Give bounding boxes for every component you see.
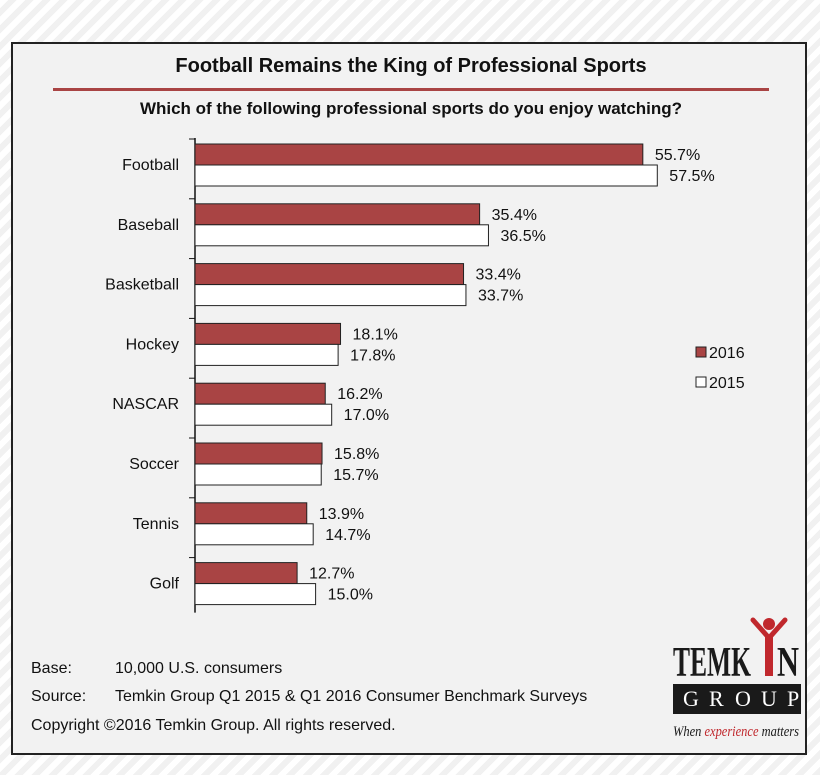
logo-person-icon — [750, 617, 788, 676]
data-label-2015: 57.5% — [669, 168, 714, 185]
copyright-note: Copyright ©2016 Temkin Group. All rights… — [31, 717, 396, 734]
legend-label-2016: 2016 — [709, 345, 745, 362]
bar-2015 — [194, 164, 658, 187]
category-label: Soccer — [129, 456, 179, 473]
chart-frame: Football Remains the King of Professiona… — [11, 42, 807, 755]
data-label-2015: 36.5% — [500, 228, 545, 245]
data-label-2015: 14.7% — [325, 527, 370, 544]
logo-group-band — [673, 684, 801, 714]
base-key: Base: — [31, 660, 72, 677]
bar-2016 — [194, 442, 323, 465]
category-label: Tennis — [133, 516, 179, 533]
logo-tagline-matters: matters — [758, 724, 799, 740]
data-label-2016: 13.9% — [319, 506, 364, 523]
bar-2016 — [194, 382, 326, 405]
bar-2015 — [194, 583, 317, 606]
bar-2016 — [194, 143, 644, 166]
logo-word-n: N — [777, 640, 799, 686]
bar-2016 — [194, 322, 342, 345]
source-key: Source: — [31, 688, 87, 705]
logo-tagline: When experience matters — [673, 724, 799, 740]
bar-2016 — [194, 502, 308, 525]
data-label-2016: 18.1% — [353, 326, 398, 343]
bar-2015 — [194, 224, 489, 247]
legend-label-2015: 2015 — [709, 375, 745, 392]
data-label-2015: 15.0% — [328, 587, 373, 604]
data-label-2016: 35.4% — [492, 207, 537, 224]
category-label: Football — [122, 157, 179, 174]
title-rule — [53, 88, 769, 91]
category-label: NASCAR — [112, 396, 179, 413]
logo-word-temk: TEMK — [673, 640, 751, 686]
bar-2016 — [194, 562, 298, 585]
bar-2015 — [194, 284, 467, 307]
category-label: Golf — [150, 576, 180, 593]
logo-group-letter: O — [735, 686, 751, 711]
data-label-2015: 17.0% — [344, 407, 389, 424]
logo-tagline-when: When — [673, 724, 705, 740]
source-note: Source: Temkin Group Q1 2015 & Q1 2016 Co… — [31, 688, 587, 706]
bar-2015 — [194, 523, 314, 546]
data-label-2015: 33.7% — [478, 288, 523, 305]
category-label: Hockey — [126, 336, 179, 353]
logo-tagline-experience: experience — [705, 724, 759, 740]
data-label-2016: 16.2% — [337, 386, 382, 403]
data-label-2015: 15.7% — [333, 467, 378, 484]
bar-chart: Football 55.7% 57.5% Baseball 35.4% 36.5% Bask… — [105, 138, 745, 613]
bar-2016 — [194, 263, 465, 286]
bar-2016 — [194, 203, 481, 226]
data-label-2016: 55.7% — [655, 147, 700, 164]
legend-swatch-2015 — [695, 376, 707, 388]
bar-2015 — [194, 343, 339, 366]
category-label: Baseball — [118, 217, 179, 234]
data-label-2016: 15.8% — [334, 446, 379, 463]
data-label-2016: 33.4% — [476, 267, 521, 284]
logo-group-letter: G — [683, 686, 699, 711]
category-label: Basketball — [105, 277, 179, 294]
source-value: Temkin Group Q1 2015 & Q1 2016 Consumer … — [115, 688, 588, 705]
chart-subtitle: Which of the following professional spor… — [139, 99, 683, 118]
logo-group-letter: R — [709, 686, 724, 711]
logo-group-letter: U — [761, 686, 777, 711]
base-value: 10,000 U.S. consumers — [115, 660, 283, 677]
logo-group-letter: P — [787, 686, 799, 711]
base-note: Base: 10,000 U.S. consumers — [31, 660, 282, 678]
chart-title: Football Remains the King of Professiona… — [175, 55, 647, 77]
bar-2015 — [194, 403, 333, 426]
bar-2015 — [194, 463, 322, 486]
data-label-2016: 12.7% — [309, 566, 354, 583]
data-label-2015: 17.8% — [350, 347, 395, 364]
legend-swatch-2016 — [695, 346, 707, 358]
